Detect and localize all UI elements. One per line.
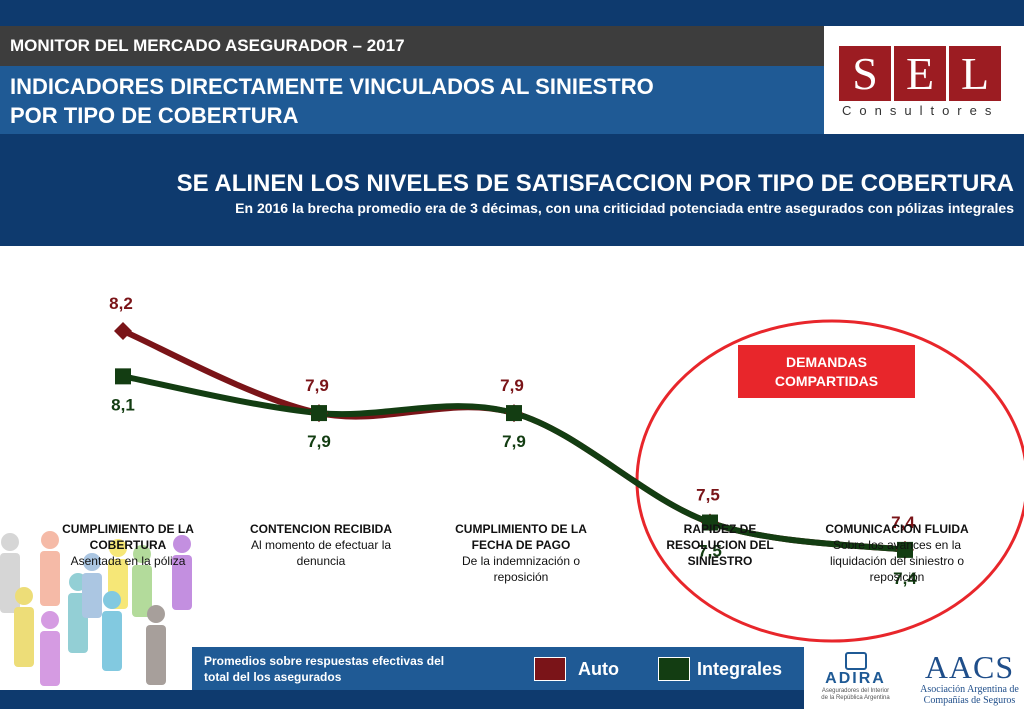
aacs-logo: AACS Asociación Argentina de Compañías d… [915, 650, 1024, 708]
adira-subtitle-2: de la República Argentina [821, 695, 890, 701]
top-strip [0, 0, 1024, 26]
category-1: CUMPLIMIENTO DE LA COBERTURA Asentada en… [53, 521, 203, 569]
point-integrales-5 [897, 541, 913, 558]
label-auto-1: 8,2 [109, 294, 133, 313]
label-integrales-1: 8,1 [111, 395, 135, 414]
footer-note: Promedios sobre respuestas efectivas del… [204, 654, 445, 684]
point-integrales-2 [311, 405, 327, 422]
legend-integrales-label: Integrales [697, 659, 783, 679]
footer-bar [192, 647, 804, 690]
label-auto-2: 7,9 [305, 376, 329, 395]
aacs-name: AACS [924, 649, 1015, 685]
category-1-title: CUMPLIMIENTO DE LA COBERTURA [62, 522, 194, 552]
label-integrales-3: 7,9 [502, 432, 526, 451]
category-2-subtitle: Al momento de efectuar la denuncia [250, 538, 392, 568]
headline-band: SE ALINEN LOS NIVELES DE SATISFACCION PO… [0, 134, 1024, 246]
adira-logo: ADIRA Aseguradores del Interior de la Re… [808, 650, 903, 708]
logo-letter-l: L [949, 46, 1001, 101]
label-integrales-2: 7,9 [307, 432, 331, 451]
headline-title: SE ALINEN LOS NIVELES DE SATISFACCION PO… [176, 170, 1014, 197]
category-1-subtitle: Asentada en la póliza [70, 554, 186, 568]
report-title: MONITOR DEL MERCADO ASEGURADOR – 2017 [0, 26, 824, 66]
label-auto-4: 7,5 [696, 486, 720, 505]
label-integrales-4: 7,5 [698, 542, 722, 561]
logo-subtitle: Consultores [842, 103, 1000, 118]
aacs-subtitle-1: Asociación Argentina de [920, 684, 1019, 695]
adira-name: ADIRA [825, 670, 886, 687]
category-2-title: CONTENCION RECIBIDA [249, 522, 392, 536]
label-integrales-5: 7,4 [893, 569, 917, 588]
category-4-title: RAPIDEZ DE RESOLUCION DEL SINIESTRO [666, 522, 774, 568]
sel-logo: S E L Consultores [824, 26, 1024, 134]
callout-line1: DEMANDAS [786, 354, 867, 370]
category-5-title: COMUNICACION FLUIDA [825, 522, 969, 536]
category-5: COMUNICACION FLUIDA Sobre los avances en… [822, 521, 972, 585]
legend-auto-swatch [534, 657, 566, 681]
label-auto-3: 7,9 [500, 376, 524, 395]
point-integrales-1 [115, 368, 131, 385]
headline-subtitle: En 2016 la brecha promedio era de 3 déci… [235, 200, 1014, 216]
point-integrales-4 [702, 514, 718, 531]
legend-integrales-swatch [658, 657, 690, 681]
aacs-subtitle-2: Compañías de Seguros [923, 695, 1016, 706]
category-5-subtitle: Sobre los avances en la liquidación del … [829, 538, 965, 584]
section-title-line2: POR TIPO DE COBERTURA [10, 103, 299, 128]
callout-line2: COMPARTIDAS [774, 373, 879, 389]
logo-letter-s: S [839, 46, 891, 101]
section-title-line1: INDICADORES DIRECTAMENTE VINCULADOS AL S… [10, 74, 654, 99]
category-3-subtitle: De la indemnización o reposición [461, 554, 581, 584]
category-3-title: CUMPLIMIENTO DE LA FECHA DE PAGO [455, 522, 587, 552]
logo-letter-e: E [894, 46, 946, 101]
adira-emblem-icon [844, 652, 867, 670]
people-illustration [0, 531, 192, 686]
category-2: CONTENCION RECIBIDA Al momento de efectu… [246, 521, 396, 569]
category-4: RAPIDEZ DE RESOLUCION DEL SINIESTRO [645, 521, 795, 569]
shared-demands-callout: DEMANDAS COMPARTIDAS [738, 345, 915, 398]
point-integrales-3 [506, 405, 522, 422]
satisfaction-line-chart: 8,2 7,9 7,9 7,5 7,4 8,1 7,9 7,9 7,5 7,4 [109, 294, 1024, 643]
bottom-strip [0, 690, 804, 709]
section-title: INDICADORES DIRECTAMENTE VINCULADOS AL S… [0, 66, 824, 134]
category-3: CUMPLIMIENTO DE LA FECHA DE PAGO De la i… [446, 521, 596, 585]
legend-auto-label: Auto [578, 659, 619, 679]
adira-subtitle-1: Aseguradores del Interior [821, 688, 890, 694]
point-auto-1 [114, 322, 132, 340]
label-auto-5: 7,4 [891, 513, 915, 532]
